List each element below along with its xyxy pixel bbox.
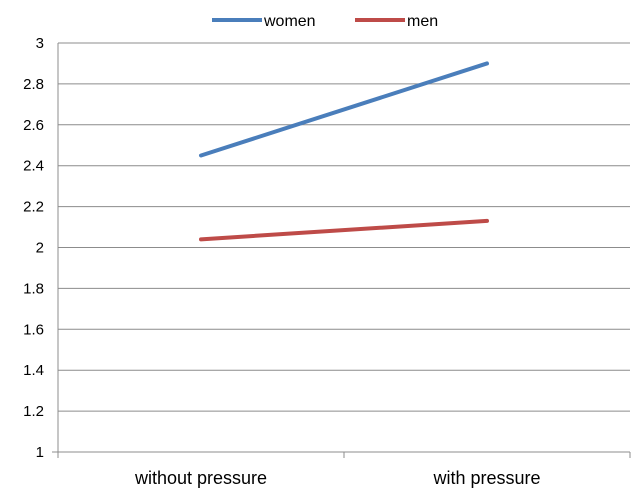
x-tick-label: without pressure xyxy=(134,468,267,488)
x-axis: without pressure with pressure xyxy=(52,43,631,488)
y-tick-label: 1.6 xyxy=(23,321,44,338)
legend: women men xyxy=(212,13,438,30)
y-tick-label: 1.8 xyxy=(23,280,44,297)
y-tick-label: 2.2 xyxy=(23,199,44,216)
y-tick-label: 1.4 xyxy=(23,362,44,379)
y-tick-label: 2.4 xyxy=(23,158,44,175)
series-line-men xyxy=(199,218,489,242)
series-lines xyxy=(199,61,489,242)
legend-label-men: men xyxy=(407,13,438,30)
y-tick-label: 1 xyxy=(36,444,44,461)
y-tick-label: 2.6 xyxy=(23,117,44,134)
y-tick-label: 1.2 xyxy=(23,403,44,420)
legend-label-women: women xyxy=(263,13,316,30)
y-axis-tick-labels: 1 1.2 1.4 1.6 1.8 2 2.2 2.4 2.6 2.8 3 xyxy=(23,35,44,461)
y-tick-label: 2 xyxy=(36,240,44,257)
gridlines xyxy=(58,42,630,453)
series-line-women xyxy=(199,61,489,158)
x-tick-label: with pressure xyxy=(432,468,540,488)
y-tick-label: 3 xyxy=(36,35,44,52)
y-tick-label: 2.8 xyxy=(23,76,44,93)
